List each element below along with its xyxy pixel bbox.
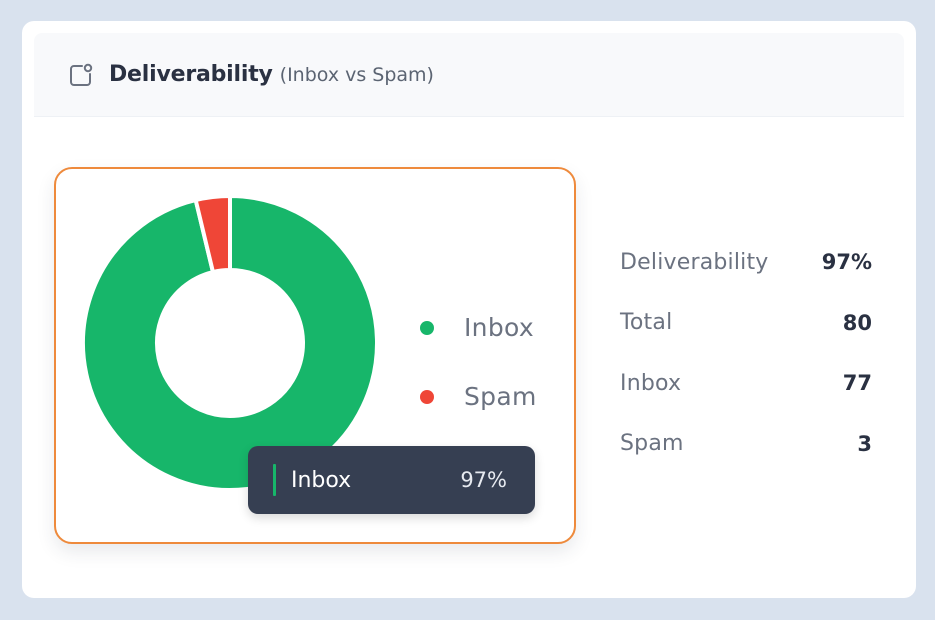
stat-label: Total — [620, 310, 673, 336]
note-icon — [68, 62, 94, 88]
deliverability-card: Deliverability (Inbox vs Spam) Inbox Spa… — [22, 21, 916, 598]
legend-dot-inbox — [420, 320, 434, 335]
card-subtitle: (Inbox vs Spam) — [279, 63, 434, 86]
donut-slice-spam[interactable] — [193, 195, 232, 275]
legend-label: Spam — [464, 382, 537, 411]
tooltip-label: Inbox — [291, 467, 352, 493]
card-header: Deliverability (Inbox vs Spam) — [34, 33, 904, 117]
legend-item-inbox[interactable]: Inbox — [420, 293, 537, 362]
legend-dot-spam — [420, 389, 434, 404]
stat-value: 3 — [857, 431, 872, 456]
stat-value: 80 — [842, 310, 872, 335]
stats-list: Deliverability 97% Total 80 Inbox 77 Spa… — [620, 232, 872, 474]
tooltip-color-bar — [273, 464, 276, 496]
stat-row-deliverability: Deliverability 97% — [620, 232, 872, 293]
stat-value: 97% — [821, 250, 872, 275]
legend-label: Inbox — [464, 313, 534, 342]
stat-row-spam: Spam 3 — [620, 414, 872, 475]
stat-label: Deliverability — [620, 249, 769, 275]
stat-row-total: Total 80 — [620, 293, 872, 354]
donut-chart[interactable] — [82, 195, 378, 491]
legend-item-spam[interactable]: Spam — [420, 362, 537, 431]
chart-tooltip: Inbox 97% — [248, 446, 535, 514]
donut-slice-inbox[interactable] — [82, 195, 378, 491]
donut-chart-panel: Inbox Spam Inbox 97% — [54, 167, 576, 544]
card-title: Deliverability — [109, 62, 273, 87]
stat-label: Inbox — [620, 370, 682, 396]
stat-value: 77 — [842, 371, 872, 396]
stat-label: Spam — [620, 431, 684, 457]
stat-row-inbox: Inbox 77 — [620, 353, 872, 414]
chart-legend: Inbox Spam — [420, 293, 537, 431]
tooltip-value: 97% — [460, 468, 507, 492]
